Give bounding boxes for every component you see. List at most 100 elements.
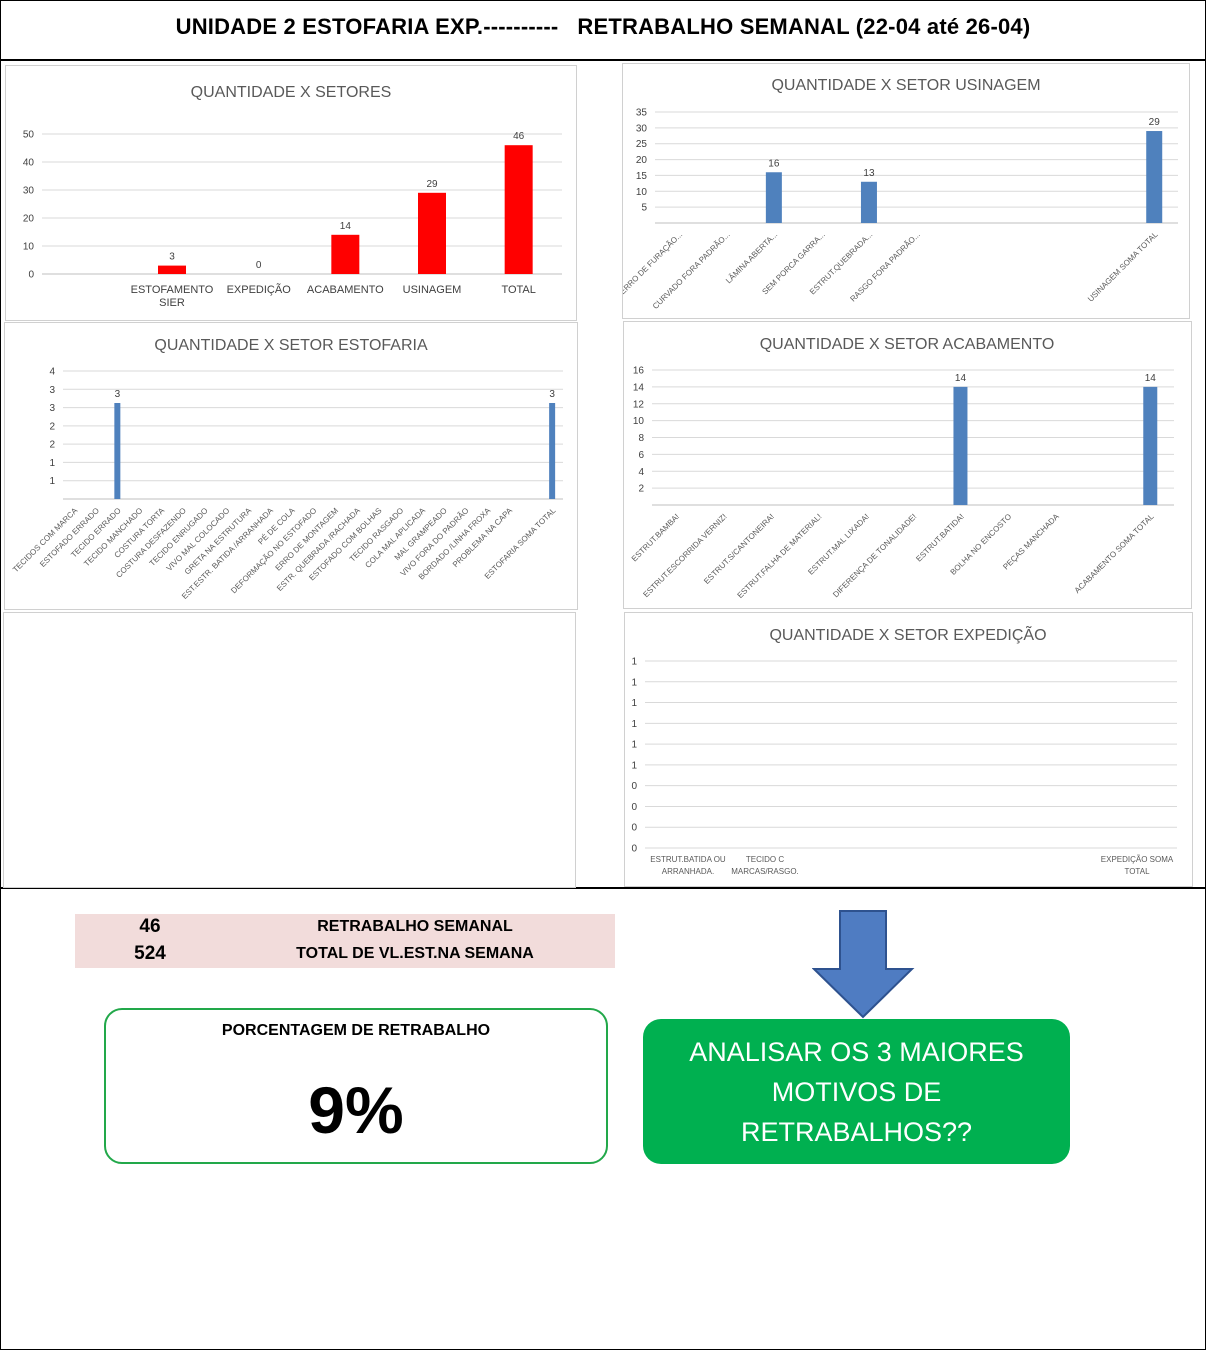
chart-setores-ytick: 0 xyxy=(28,270,34,281)
chart-setores-ytick: 50 xyxy=(23,130,35,141)
chart-usinagem-category-label: USINAGEM SOMA TOTAL xyxy=(1086,230,1160,304)
percentage-box: PORCENTAGEM DE RETRABALHO 9% xyxy=(104,1008,608,1164)
chart-setores-bar xyxy=(158,265,186,274)
summary-row-rework: 46 RETRABALHO SEMANAL xyxy=(75,916,615,942)
chart-expedicao-ytick: 0 xyxy=(631,823,637,834)
chart-acabamento-data-label: 14 xyxy=(1145,373,1157,384)
page-title: UNIDADE 2 ESTOFARIA EXP.---------- RETRA… xyxy=(175,14,1031,39)
rework-count: 46 xyxy=(139,916,161,937)
chart-expedicao-ytick: 1 xyxy=(631,657,637,668)
chart-setores-ytick: 30 xyxy=(23,186,35,197)
total-label: TOTAL DE VL.EST.NA SEMANA xyxy=(296,945,534,962)
chart-estofaria-ytick: 2 xyxy=(49,440,55,451)
chart-expedicao-ytick: 1 xyxy=(631,719,637,730)
chart-acabamento-category-label: ACABAMENTO SOMA TOTAL xyxy=(1073,512,1156,595)
chart-usinagem-ytick: 5 xyxy=(641,203,647,214)
chart-usinagem-data-label: 29 xyxy=(1149,117,1161,128)
chart-setores-category-label: ACABAMENTO xyxy=(307,284,384,296)
chart-setores-ytick: 20 xyxy=(23,214,35,225)
chart-acabamento-ytick: 4 xyxy=(638,467,644,478)
chart-usinagem-bar xyxy=(765,172,782,223)
chart-estofaria-ytick: 1 xyxy=(49,476,55,487)
chart-setores-data-label: 0 xyxy=(256,260,262,271)
chart-usinagem: QUANTIDADE X SETOR USINAGEM 5 10 15 20 25 30 35… xyxy=(622,63,1190,319)
chart-setores-ytick: 40 xyxy=(23,158,35,169)
chart-acabamento-category-label: ESTRUT.FALHA DE MATERIAL! xyxy=(736,512,824,600)
chart-usinagem-bar xyxy=(1146,131,1163,223)
chart-setores-category-label: TOTAL xyxy=(501,284,535,296)
callout-box: ANALISAR OS 3 MAIORES MOTIVOS DE RETRABA… xyxy=(643,1019,1070,1164)
chart-usinagem-data-label: 13 xyxy=(863,168,875,179)
chart-acabamento-ytick: 2 xyxy=(638,484,644,495)
chart-acabamento-bar xyxy=(953,386,968,505)
callout-text: ANALISAR OS 3 MAIORES MOTIVOS DE RETRABA… xyxy=(689,1036,1024,1147)
chart-setores-data-label: 3 xyxy=(169,252,175,263)
chart-acabamento-bar xyxy=(1143,386,1158,505)
chart-usinagem-data-label: 16 xyxy=(768,158,780,169)
chart-acabamento-ytick: 14 xyxy=(633,382,645,393)
chart-usinagem-title: QUANTIDADE X SETOR USINAGEM xyxy=(771,77,1040,94)
chart-setores-svg: QUANTIDADE X SETORES0102030405030142946E… xyxy=(23,84,562,309)
chart-usinagem-svg: QUANTIDADE X SETOR USINAGEM 5 10 15 20 25 30 35… xyxy=(623,77,1178,311)
chart-expedicao-ytick: 1 xyxy=(631,740,637,751)
chart-acabamento-ytick: 8 xyxy=(638,433,644,444)
chart-acabamento-ytick: 6 xyxy=(638,450,644,461)
chart-estofaria-ytick: 2 xyxy=(49,421,55,432)
chart-estofaria-data-label: 3 xyxy=(549,389,555,400)
chart-usinagem-category-label: CURVADO FORA PADRÃO... xyxy=(651,230,732,311)
chart-estofaria-data-label: 3 xyxy=(115,389,121,400)
chart-estofaria-ytick: 3 xyxy=(49,403,55,414)
chart-expedicao-svg: QUANTIDADE X SETOR EXPEDIÇÃO 0 0 0 0 1 1 1 1 1 1 ES… xyxy=(631,624,1177,876)
chart-estofaria: QUANTIDADE X SETOR ESTOFARIA 1 1 2 2 3 3 4 3 3 TEC… xyxy=(4,322,578,610)
chart-setores-bar xyxy=(504,145,533,274)
chart-setores-data-label: 29 xyxy=(426,179,438,190)
chart-setores-title: QUANTIDADE X SETORES xyxy=(191,84,392,101)
empty-chart-panel xyxy=(3,612,576,888)
chart-expedicao-ytick: 0 xyxy=(631,802,637,813)
chart-expedicao-ytick: 1 xyxy=(631,677,637,688)
chart-estofaria-ytick: 4 xyxy=(49,367,55,378)
chart-setores-category-label: EXPEDIÇÃO xyxy=(227,283,292,296)
percentage-title: PORCENTAGEM DE RETRABALHO xyxy=(221,1022,491,1039)
chart-setores-bar xyxy=(331,234,360,274)
chart-acabamento-title: QUANTIDADE X SETOR ACABAMENTO xyxy=(760,336,1055,353)
chart-acabamento-category-label: DIFERENÇA DE TONALIDADE! xyxy=(831,512,918,599)
chart-usinagem-ytick: 20 xyxy=(636,155,648,166)
chart-expedicao-category-label: EXPEDIÇÃO SOMA TOTAL xyxy=(1101,855,1174,876)
rework-label: RETRABALHO SEMANAL xyxy=(317,918,513,935)
chart-setores-category-label: USINAGEM xyxy=(403,284,462,296)
percentage-value: 9% xyxy=(308,1073,404,1147)
chart-usinagem-ytick: 10 xyxy=(636,187,648,198)
chart-usinagem-ytick: 25 xyxy=(636,139,648,150)
chart-acabamento-category-label: ESTRUT.BAMBA! xyxy=(630,512,681,563)
section-divider xyxy=(0,887,1206,889)
summary-row-total: 524 TOTAL DE VL.EST.NA SEMANA xyxy=(75,943,615,969)
chart-expedicao-category-label: TECIDO C MARCAS/RASGO. xyxy=(731,855,799,876)
chart-usinagem-ytick: 30 xyxy=(636,123,648,134)
chart-acabamento-ytick: 10 xyxy=(633,416,645,427)
chart-estofaria-ytick: 1 xyxy=(49,458,55,469)
chart-estofaria-ytick: 3 xyxy=(49,385,55,396)
chart-expedicao-title: QUANTIDADE X SETOR EXPEDIÇÃO xyxy=(769,624,1046,644)
chart-expedicao-ytick: 0 xyxy=(631,844,637,855)
chart-expedicao-ytick: 1 xyxy=(631,760,637,771)
chart-acabamento-category-label: ESTRUT.BATIDA! xyxy=(914,512,966,564)
chart-estofaria-bar xyxy=(114,403,121,499)
chart-setores-bar xyxy=(418,192,446,274)
chart-setores-data-label: 14 xyxy=(340,221,352,232)
chart-estofaria-category-label: ESTOFARIA SOMA TOTAL xyxy=(483,506,558,581)
summary-table: 46 RETRABALHO SEMANAL 524 TOTAL DE VL.ES… xyxy=(75,914,615,968)
chart-expedicao: QUANTIDADE X SETOR EXPEDIÇÃO 0 0 0 0 1 1 1 1 1 1 ES… xyxy=(624,612,1193,887)
chart-usinagem-category-label: LÂMINA ABERTA... xyxy=(724,230,779,285)
chart-acabamento-ytick: 16 xyxy=(633,366,645,377)
chart-setores-category-label: ESTOFAMENTO SIER xyxy=(131,284,214,309)
chart-acabamento-svg: QUANTIDADE X SETOR ACABAMENTO 2 4 6 8 10 12 14 1… xyxy=(630,336,1174,600)
header-divider xyxy=(0,59,1206,61)
chart-setores-ytick: 10 xyxy=(23,242,35,253)
chart-expedicao-ytick: 1 xyxy=(631,698,637,709)
chart-estofaria-title: QUANTIDADE X SETOR ESTOFARIA xyxy=(154,337,428,354)
chart-expedicao-category-label: ESTRUT.BATIDA OU ARRANHADA. xyxy=(650,855,726,876)
chart-usinagem-ytick: 15 xyxy=(636,171,648,182)
chart-setores-data-label: 46 xyxy=(513,131,525,142)
